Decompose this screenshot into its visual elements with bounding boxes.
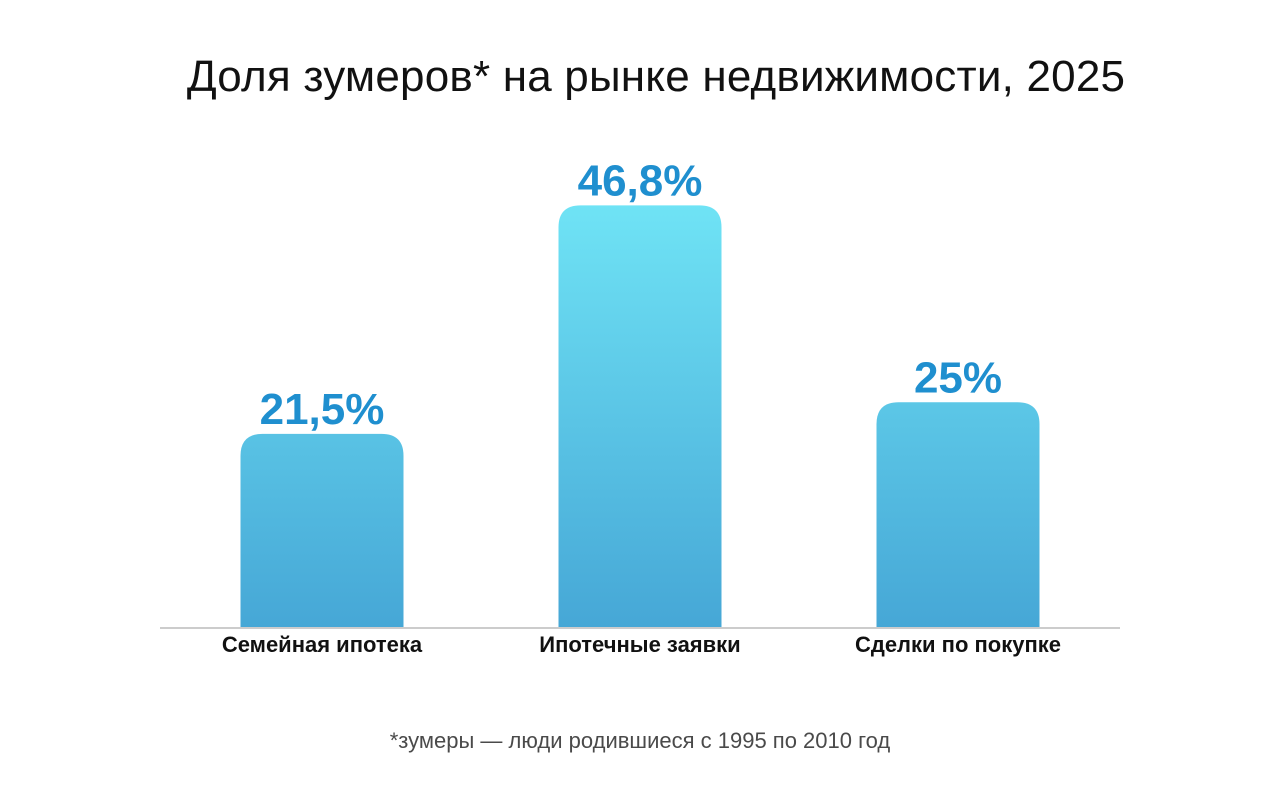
chart-title: Доля зумеров* на рынке недвижимости, 202… xyxy=(186,52,1126,101)
footnote: *зумеры — люди родившиеся с 1995 по 2010… xyxy=(389,728,891,753)
category-label: Ипотечные заявки xyxy=(539,632,740,657)
bar xyxy=(240,433,404,628)
bar-value-label: 25% xyxy=(914,353,1002,402)
bar xyxy=(876,402,1040,628)
category-label: Сделки по покупке xyxy=(855,632,1061,657)
category-label: Семейная ипотека xyxy=(222,632,423,657)
bar-value-label: 21,5% xyxy=(260,385,385,434)
bar-value-label: 46,8% xyxy=(578,156,703,205)
bar xyxy=(558,205,722,628)
